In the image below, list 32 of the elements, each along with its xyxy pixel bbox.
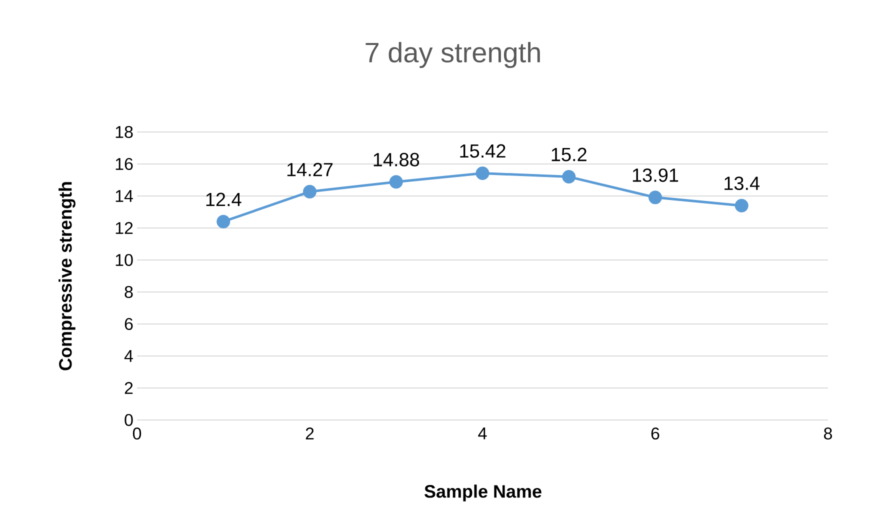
chart-title: 7 day strength <box>366 42 540 68</box>
y-tick-label: 8 <box>124 286 133 298</box>
x-axis-title: Sample Name <box>424 484 542 502</box>
point <box>303 184 317 198</box>
x-tick-label: 4 <box>478 428 487 440</box>
point <box>389 175 403 189</box>
y-tick-label: 0 <box>124 414 133 426</box>
y-tick-label: 6 <box>124 318 133 330</box>
data-label: 15.2 <box>552 148 586 162</box>
point <box>476 166 490 180</box>
data-label: 14.27 <box>287 162 333 176</box>
data-label: 13.4 <box>724 176 760 190</box>
point <box>734 198 748 212</box>
y-tick-label: 4 <box>124 350 133 362</box>
data-label: 13.91 <box>632 168 678 182</box>
x-tick-label: 8 <box>824 428 832 440</box>
data-label: 14.88 <box>374 152 420 166</box>
y-tick-label: 18 <box>116 126 133 138</box>
point <box>216 214 230 228</box>
y-tick-label: 16 <box>116 158 133 170</box>
x-tick-label: 0 <box>132 428 142 440</box>
y-tick-label: 2 <box>124 382 133 394</box>
data-label: 15.42 <box>460 144 506 158</box>
y-tick-label: 12 <box>116 222 133 234</box>
x-tick-label: 6 <box>651 428 660 440</box>
y-tick-label: 10 <box>116 254 133 266</box>
point <box>562 170 576 184</box>
x-tick-label: 2 <box>306 428 314 440</box>
y-axis-title: Compressive strength <box>58 182 76 370</box>
point <box>648 190 662 204</box>
data-label: 12.4 <box>206 192 242 206</box>
y-tick-label: 14 <box>116 190 133 202</box>
